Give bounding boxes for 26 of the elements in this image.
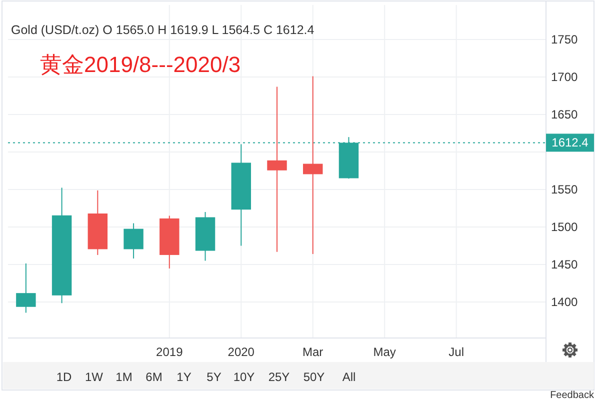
text: 1M [116, 370, 132, 384]
y-tick-label: 1650 [551, 108, 578, 122]
y-tick-label: 1400 [551, 295, 578, 309]
y-tick-label: 1500 [551, 220, 578, 234]
y-tick-label: 1700 [551, 70, 578, 84]
text: 黄金2019/8---2020/3 [40, 52, 241, 77]
text: 10Y [233, 370, 255, 384]
x-tick-label: May [373, 345, 396, 359]
text: Feedback [550, 390, 595, 400]
x-tick-label: Jul [448, 345, 464, 359]
y-tick-label: 1750 [551, 32, 578, 46]
text: All [342, 370, 356, 384]
text: 1W [85, 370, 104, 384]
text: Gold (USD/t.oz) O 1565.0 H 1619.9 L 1564.5 C 1612.4 [11, 23, 314, 37]
x-tick-label: 2020 [228, 345, 255, 359]
ref-line-label: 1612.4 [552, 136, 589, 150]
text: 1D [56, 370, 72, 384]
text: 6M [146, 370, 162, 384]
y-tick-label: 1550 [551, 182, 578, 196]
text: 1Y [176, 370, 192, 384]
x-tick-label: 2019 [156, 345, 184, 359]
y-tick-label: 1450 [551, 258, 578, 272]
text: 25Y [268, 370, 290, 384]
text: 5Y [206, 370, 222, 384]
x-tick-label: Mar [302, 345, 324, 359]
text: 50Y [303, 370, 325, 384]
